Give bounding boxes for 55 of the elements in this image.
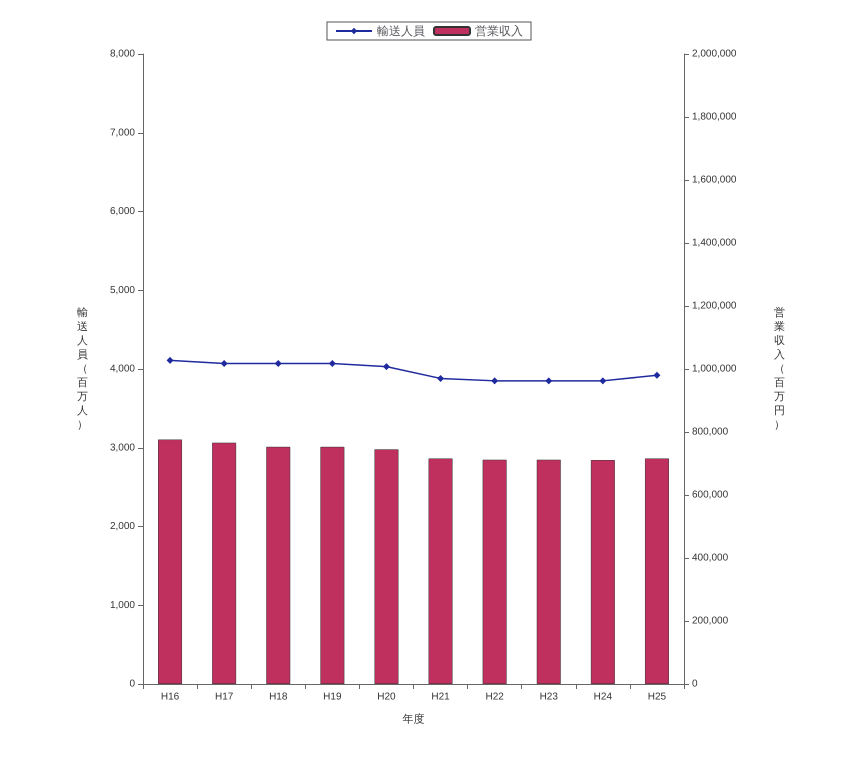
point: [599, 377, 606, 384]
y2-tick-label: 0: [692, 678, 698, 690]
point: [545, 377, 552, 384]
point: [328, 360, 336, 367]
x-tick-label: H17: [214, 692, 234, 702]
bar: [482, 460, 507, 684]
point: [491, 377, 498, 384]
y2-tick-label: 600,000: [692, 490, 729, 500]
y-tick-label: 4,000: [110, 364, 136, 374]
x-tick-label: H16: [160, 692, 180, 702]
y-tick-label: 1,000: [110, 600, 136, 611]
x-tick-label: H25: [648, 692, 667, 702]
bar: [428, 458, 453, 684]
legend-label: 営業収入: [475, 24, 523, 38]
bar: [374, 449, 398, 684]
y-tick-label: 6,000: [110, 206, 136, 217]
y2-tick-label: 1,800,000: [692, 112, 737, 122]
y-tick-label: 3,000: [110, 442, 136, 454]
point: [382, 363, 390, 370]
x-tick-label: H24: [594, 692, 612, 702]
x-tick-label: H21: [431, 692, 450, 702]
y2-tick-label: 1,000,000: [692, 364, 737, 374]
bar: [536, 460, 561, 684]
y-tick-label: 2,000: [110, 521, 136, 532]
point: [220, 360, 228, 367]
bar: [590, 460, 615, 684]
y2-tick-label: 400,000: [692, 552, 729, 564]
y-tick-label: 5,000: [110, 284, 136, 296]
y-tick-label: 0: [129, 678, 136, 690]
bar: [644, 458, 669, 684]
x-axis-title: 年度: [402, 712, 424, 726]
y2-tick-label: 800,000: [692, 426, 729, 438]
bar: [158, 440, 182, 684]
point: [274, 360, 282, 367]
y2-tick-label: 1,200,000: [692, 300, 737, 312]
bar: [212, 442, 236, 684]
y2-tick-label: 1,600,000: [692, 174, 737, 186]
x-tick-label: H20: [377, 692, 396, 702]
x-tick-label: H23: [540, 692, 558, 702]
bar: [266, 446, 290, 684]
y2-tick-label: 2,000,000: [692, 48, 737, 60]
x-tick-label: H19: [323, 692, 342, 702]
point: [437, 374, 444, 382]
point: [166, 356, 174, 364]
point: [653, 372, 660, 379]
text: 営業収入（百万円）: [774, 307, 785, 431]
y2-tick-label: 200,000: [692, 616, 729, 626]
x-tick-label: H18: [269, 692, 288, 702]
bar: [320, 446, 344, 684]
legend-label: 輸送人員: [377, 24, 425, 38]
y2-tick-label: 1,400,000: [692, 238, 737, 248]
y-tick-label: 8,000: [110, 48, 136, 60]
x-tick-label: H22: [485, 692, 504, 702]
y-tick-label: 7,000: [110, 127, 136, 138]
text: 輸送人員（百万人）: [77, 307, 88, 431]
